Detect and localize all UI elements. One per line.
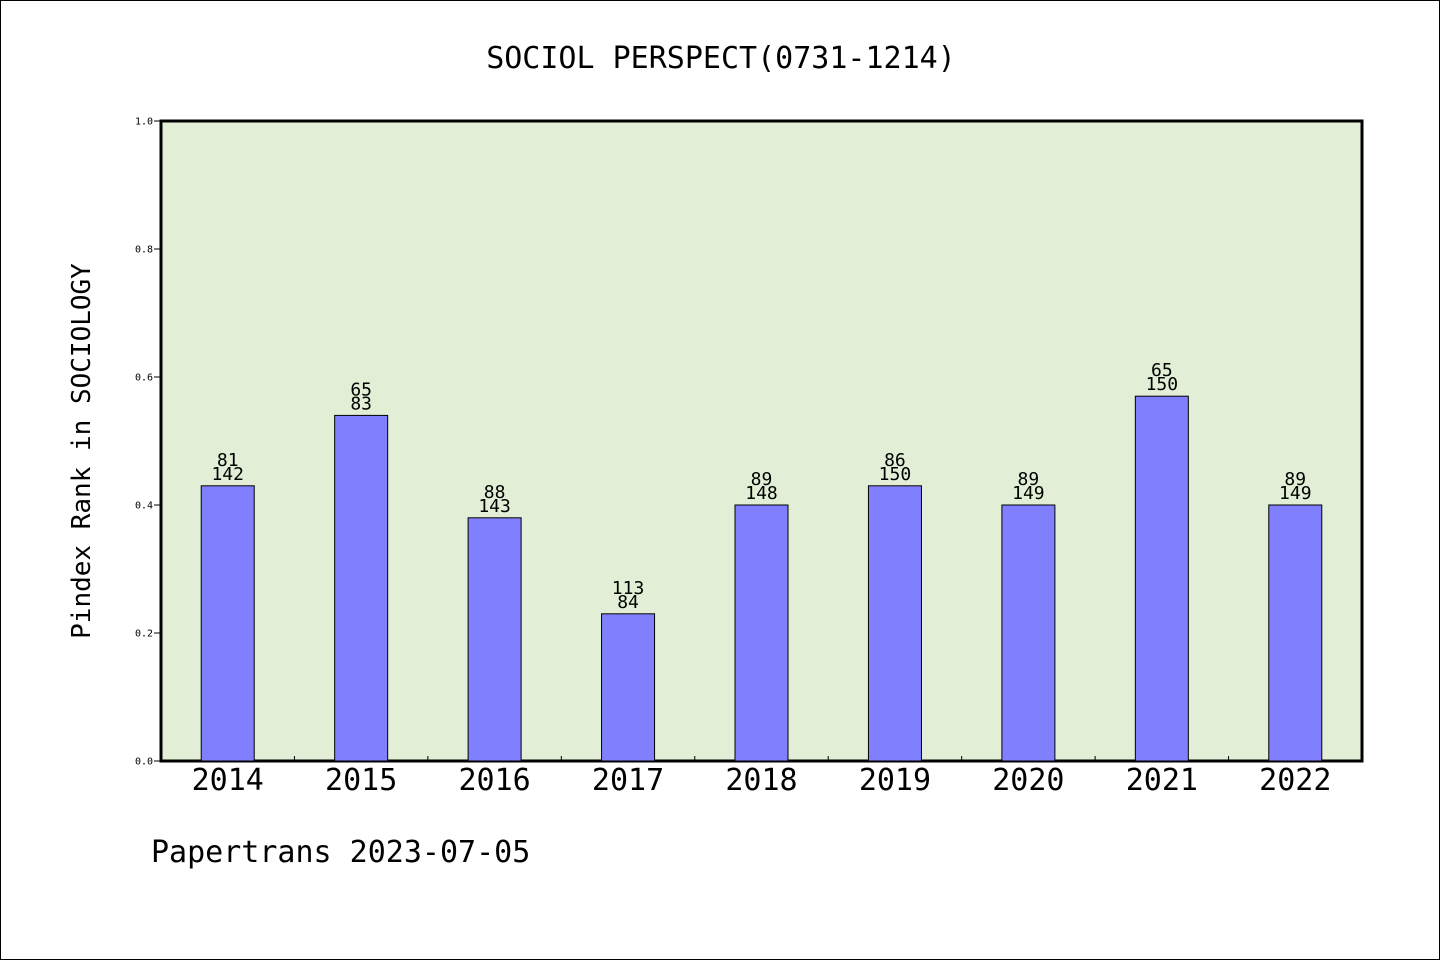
bar (601, 613, 656, 762)
x-tick-label: 2019 (859, 763, 931, 798)
x-tick-label: 2021 (1126, 763, 1198, 798)
bar (1001, 504, 1056, 762)
bar-label-bottom: 149 (1279, 483, 1312, 504)
bar-label-bottom: 143 (478, 496, 511, 517)
x-tick-label: 2018 (725, 763, 797, 798)
bar-label-top: 88 (484, 482, 506, 503)
bar (334, 414, 389, 762)
bar-label-bottom: 150 (1146, 374, 1179, 395)
x-tick-label: 2022 (1259, 763, 1331, 798)
y-axis-label: Pindex Rank in SOCIOLOGY (67, 263, 97, 639)
bar (734, 504, 789, 762)
chart-title: SOCIOL PERSPECT(0731-1214) (486, 41, 956, 76)
bar-label-top: 113 (612, 578, 645, 599)
bar-label-top: 65 (350, 379, 372, 400)
y-tick-label: 0.4 (135, 501, 153, 512)
x-axis-tick-labels: 2014 2015 2016 2017 2018 2019 2020 2021 2022 (192, 763, 1332, 798)
bar-label-bottom: 83 (350, 393, 372, 414)
bar (1268, 504, 1323, 762)
y-tick-label: 0.6 (135, 373, 153, 384)
x-tick-label: 2020 (992, 763, 1064, 798)
bar-label-bottom: 149 (1012, 483, 1045, 504)
x-tick-label: 2017 (592, 763, 664, 798)
y-tick-label: 0.0 (135, 757, 153, 768)
footer-credit: Papertrans 2023-07-05 (151, 835, 531, 870)
bar-label-top: 89 (1284, 469, 1306, 490)
bar (200, 485, 255, 762)
bar-label-bottom: 148 (745, 483, 778, 504)
x-axis-ticks (293, 756, 1230, 761)
y-tick-label: 0.8 (135, 245, 153, 256)
y-axis-ticks: 0.0 0.2 0.4 0.6 0.8 1.0 (135, 117, 161, 768)
bar (467, 517, 522, 762)
bar (867, 485, 922, 762)
y-tick-label: 1.0 (135, 117, 153, 128)
bar-label-top: 86 (884, 450, 906, 471)
x-tick-label: 2016 (458, 763, 530, 798)
y-tick-label: 0.2 (135, 629, 153, 640)
x-tick-label: 2015 (325, 763, 397, 798)
bar-series (200, 395, 1323, 762)
bar-label-bottom: 150 (879, 464, 912, 485)
bar-label-top: 89 (1018, 469, 1040, 490)
bar-label-top: 65 (1151, 360, 1173, 381)
bar-label-bottom: 142 (211, 464, 244, 485)
bar-label-top: 89 (751, 469, 773, 490)
bar (1134, 395, 1189, 762)
bar-label-top: 81 (217, 450, 239, 471)
bar-label-bottom: 84 (617, 592, 639, 613)
x-tick-label: 2014 (192, 763, 264, 798)
